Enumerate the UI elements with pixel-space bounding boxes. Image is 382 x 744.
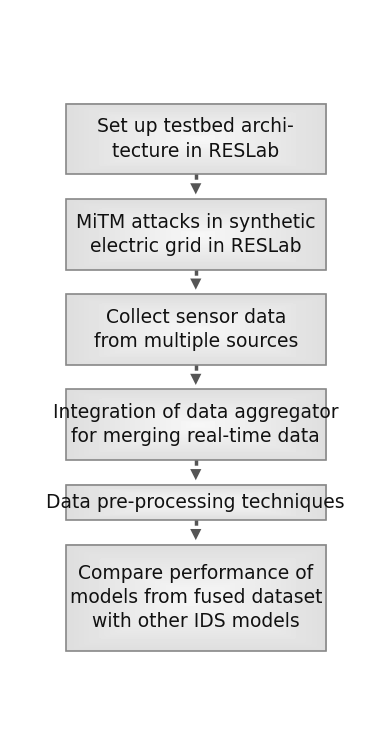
Bar bbox=[66, 484, 326, 520]
Bar bbox=[66, 545, 326, 651]
Text: Collect sensor data
from multiple sources: Collect sensor data from multiple source… bbox=[94, 308, 298, 351]
Text: Set up testbed archi-
tecture in RESLab: Set up testbed archi- tecture in RESLab bbox=[97, 118, 294, 161]
Text: Data pre-processing techniques: Data pre-processing techniques bbox=[47, 493, 345, 512]
Bar bbox=[66, 294, 326, 365]
Bar bbox=[66, 199, 326, 269]
Text: Compare performance of
models from fused dataset
with other IDS models: Compare performance of models from fused… bbox=[70, 564, 322, 632]
Text: MiTM attacks in synthetic
electric grid in RESLab: MiTM attacks in synthetic electric grid … bbox=[76, 213, 316, 256]
Bar bbox=[66, 103, 326, 174]
Text: Integration of data aggregator
for merging real-time data: Integration of data aggregator for mergi… bbox=[53, 403, 338, 446]
Bar bbox=[66, 389, 326, 460]
